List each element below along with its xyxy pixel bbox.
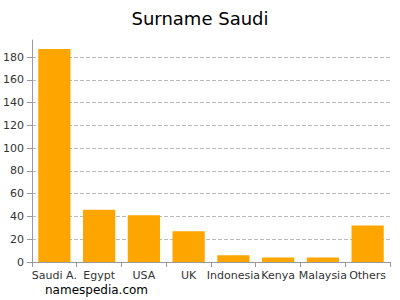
- svg-text:120: 120: [3, 119, 24, 132]
- svg-text:20: 20: [10, 233, 24, 246]
- svg-text:60: 60: [10, 187, 24, 200]
- svg-text:80: 80: [10, 164, 24, 177]
- svg-text:Surname Saudi: Surname Saudi: [132, 8, 269, 29]
- svg-text:40: 40: [10, 210, 24, 223]
- svg-text:Malaysia: Malaysia: [299, 269, 347, 282]
- svg-text:UK: UK: [181, 269, 197, 282]
- svg-text:USA: USA: [132, 269, 155, 282]
- svg-text:Kenya: Kenya: [261, 269, 295, 282]
- svg-text:Saudi A.: Saudi A.: [32, 269, 77, 282]
- svg-text:160: 160: [3, 73, 24, 86]
- svg-text:100: 100: [3, 142, 24, 155]
- svg-text:0: 0: [17, 256, 24, 269]
- svg-text:140: 140: [3, 96, 24, 109]
- svg-text:namespedia.com: namespedia.com: [45, 283, 148, 297]
- svg-text:Others: Others: [349, 269, 386, 282]
- svg-text:Indonesia: Indonesia: [207, 269, 260, 282]
- svg-text:Egypt: Egypt: [83, 269, 115, 282]
- svg-text:180: 180: [3, 51, 24, 64]
